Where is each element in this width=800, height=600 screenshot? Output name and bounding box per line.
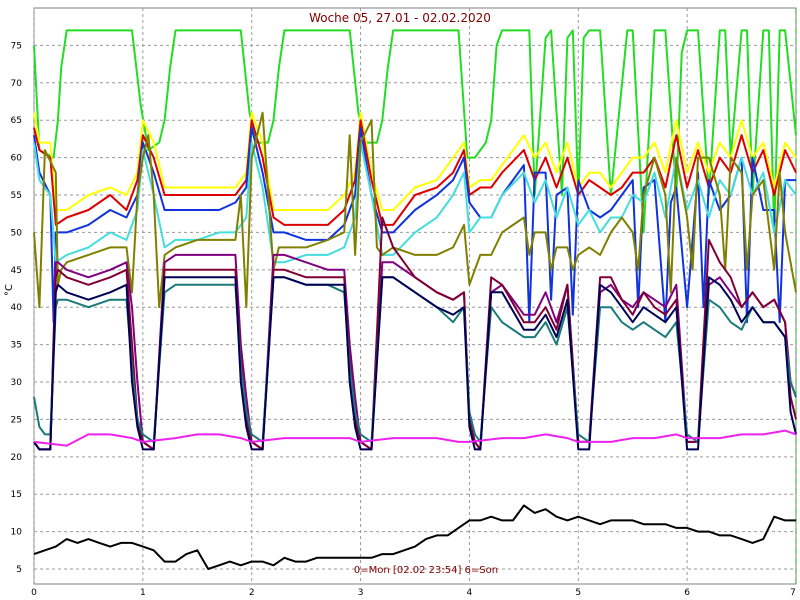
x-tick-label: 3 xyxy=(358,588,364,598)
y-tick-label: 65 xyxy=(11,116,22,126)
y-tick-label: 30 xyxy=(11,378,23,388)
y-tick-label: 35 xyxy=(11,341,22,351)
y-tick-label: 70 xyxy=(11,79,23,89)
y-tick-label: 45 xyxy=(11,266,22,276)
y-tick-label: 10 xyxy=(11,528,23,538)
chart-title: Woche 05, 27.01 - 02.02.2020 xyxy=(309,11,491,25)
plot-frame xyxy=(33,7,797,585)
series-line-7 xyxy=(33,253,797,451)
x-tick-label: 1 xyxy=(140,588,146,598)
chart-footer: 0=Mon [02.02 23:54] 6=Son xyxy=(354,565,498,576)
grid-layer xyxy=(33,7,797,585)
y-tick-label: 40 xyxy=(11,303,23,313)
series-layer xyxy=(33,29,797,570)
y-tick-label: 5 xyxy=(16,565,22,575)
y-tick-label: 25 xyxy=(11,415,22,425)
x-tick-label: 7 xyxy=(790,588,796,598)
series-line-12 xyxy=(33,504,796,570)
y-tick-label: 50 xyxy=(11,228,23,238)
x-tick-label: 4 xyxy=(467,588,473,598)
series-line-3 xyxy=(33,119,797,226)
x-tick-label: 6 xyxy=(684,588,690,598)
x-tick-label: 0 xyxy=(31,588,37,598)
x-tick-label: 2 xyxy=(249,588,255,598)
y-tick-label: 15 xyxy=(11,490,22,500)
y-tick-label: 55 xyxy=(11,191,22,201)
y-tick-label: 75 xyxy=(11,41,22,51)
series-line-2 xyxy=(33,111,797,211)
x-tick-label: 5 xyxy=(575,588,581,598)
series-line-10 xyxy=(33,276,797,451)
y-tick-label: 20 xyxy=(11,453,23,463)
series-line-6 xyxy=(33,111,797,309)
y-axis-label: °C xyxy=(4,284,15,296)
y-tick-label: 60 xyxy=(11,154,23,164)
series-line-11 xyxy=(33,429,797,447)
